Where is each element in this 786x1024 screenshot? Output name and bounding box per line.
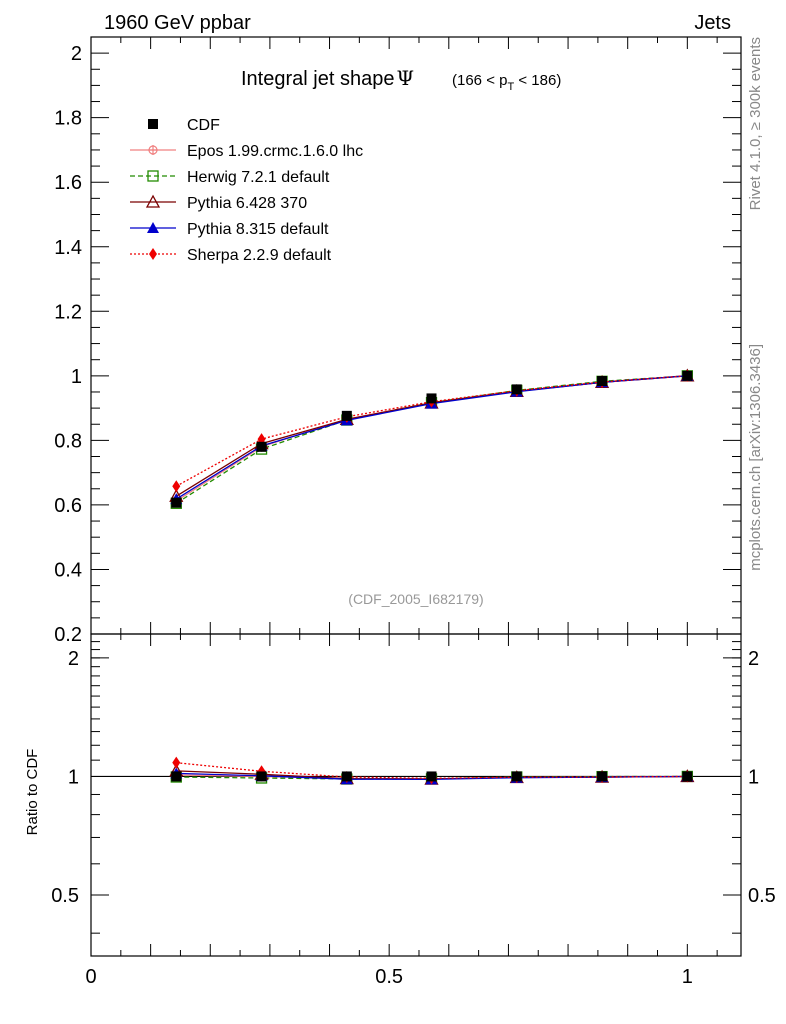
line-sherpa-main xyxy=(175,375,688,487)
point-cdf-main xyxy=(426,393,437,404)
legend-label-cdf: CDF xyxy=(187,117,220,134)
header-category: Jets xyxy=(694,12,731,34)
legend-entry-sherpa: Sherpa 2.2.9 default xyxy=(130,247,332,264)
y-tick-label-main: 1.8 xyxy=(54,108,82,130)
series-pythia6-main xyxy=(169,368,695,502)
title-range-sub: T xyxy=(507,81,514,93)
legend-marker-pythia8 xyxy=(147,222,159,233)
y-tick-label-main: 0.4 xyxy=(54,559,82,581)
legend-marker-cdf xyxy=(148,119,158,129)
series-cdf-main xyxy=(171,370,693,508)
y-tick-label-main: 0.6 xyxy=(54,495,82,517)
series-herwig-main xyxy=(170,370,693,509)
series-pythia8-main xyxy=(170,369,694,505)
y-tick-label-ratio-left: 0.5 xyxy=(51,885,79,907)
header-energy: 1960 GeV ppbar xyxy=(104,12,251,34)
point-cdf-ratio xyxy=(682,771,693,782)
series-cdf-ratio xyxy=(171,771,693,782)
y-tick-label-main: 0.8 xyxy=(54,430,82,452)
plot-title-range: (166 < pT < 186) xyxy=(452,72,561,93)
point-cdf-main xyxy=(171,497,182,508)
legend-entry-pythia6: Pythia 6.428 370 xyxy=(130,194,307,212)
title-symbol: Ψ xyxy=(396,66,414,90)
y-tick-label-main: 2 xyxy=(71,43,82,65)
y-tick-label-main: 0.2 xyxy=(54,624,82,646)
series-sherpa-main xyxy=(172,369,692,493)
point-cdf-ratio xyxy=(597,771,608,782)
analysis-id: (CDF_2005_I682179) xyxy=(348,591,483,607)
main-axis-ticks: 0.2 0.4 0.6 0.8 1 1.2 1.4 1.6 1.8 2 xyxy=(54,36,741,646)
point-cdf-main xyxy=(256,441,267,452)
legend-label-epos: Epos 1.99.crmc.1.6.0 lhc xyxy=(187,143,363,160)
ratio-plot-frame xyxy=(90,633,742,957)
legend-label-sherpa: Sherpa 2.2.9 default xyxy=(187,247,332,264)
series-epos-main xyxy=(171,370,693,507)
point-cdf-ratio xyxy=(426,771,437,782)
x-tick-label: 1 xyxy=(682,966,693,988)
legend-entry-cdf: CDF xyxy=(148,117,220,134)
legend-label-pythia8: Pythia 8.315 default xyxy=(187,221,329,238)
point-cdf-ratio xyxy=(171,771,182,782)
point-cdf-main xyxy=(682,370,693,381)
y-tick-label-ratio-right: 2 xyxy=(748,648,759,670)
point-sherpa-ratio xyxy=(172,756,181,769)
title-range-open: (166 < p xyxy=(452,72,507,89)
y-tick-label-ratio-left: 1 xyxy=(68,766,79,788)
point-cdf-ratio xyxy=(256,771,267,782)
point-sherpa-main xyxy=(172,480,181,493)
legend-marker-epos xyxy=(148,145,158,155)
ratio-series-layer xyxy=(169,756,695,785)
x-tick-label: 0 xyxy=(85,966,96,988)
x-tick-label: 0.5 xyxy=(375,966,403,988)
main-series-layer xyxy=(169,368,695,509)
point-cdf-main xyxy=(511,384,522,395)
y-tick-label-ratio-right: 0.5 xyxy=(748,885,776,907)
legend: CDF Epos 1.99.crmc.1.6.0 lhc Herwig 7.2.1 … xyxy=(130,117,363,264)
y-tick-label-ratio-left: 2 xyxy=(68,648,79,670)
plot-title: Integral jet shape Ψ xyxy=(241,66,414,90)
legend-marker-herwig xyxy=(147,170,159,182)
point-cdf-main xyxy=(341,410,352,421)
legend-entry-epos: Epos 1.99.crmc.1.6.0 lhc xyxy=(130,143,363,160)
y-tick-label-main: 1 xyxy=(71,366,82,388)
y-tick-label-main: 1.4 xyxy=(54,237,82,259)
mcplots-label: mcplots.cern.ch [arXiv:1306.3436] xyxy=(747,344,764,571)
legend-label-herwig: Herwig 7.2.1 default xyxy=(187,169,330,186)
legend-marker-sherpa xyxy=(149,248,157,260)
y-tick-label-main: 1.6 xyxy=(54,172,82,194)
rivet-label: Rivet 4.1.0, ≥ 300k events xyxy=(747,37,764,210)
legend-marker-pythia6 xyxy=(145,194,161,208)
point-cdf-main xyxy=(597,376,608,387)
point-cdf-ratio xyxy=(511,771,522,782)
title-text: Integral jet shape xyxy=(241,68,394,90)
title-range-close: < 186) xyxy=(514,72,561,89)
legend-label-pythia6: Pythia 6.428 370 xyxy=(187,195,307,212)
point-cdf-ratio xyxy=(341,771,352,782)
ratio-axis-ticks: 0 0.5 1 0.5 0.5 1 1 2 2 xyxy=(51,634,776,988)
y-tick-label-main: 1.2 xyxy=(54,301,82,323)
ratio-y-label: Ratio to CDF xyxy=(24,749,41,836)
legend-entry-pythia8: Pythia 8.315 default xyxy=(130,221,329,238)
legend-entry-herwig: Herwig 7.2.1 default xyxy=(130,169,330,186)
y-tick-label-ratio-right: 1 xyxy=(748,766,759,788)
